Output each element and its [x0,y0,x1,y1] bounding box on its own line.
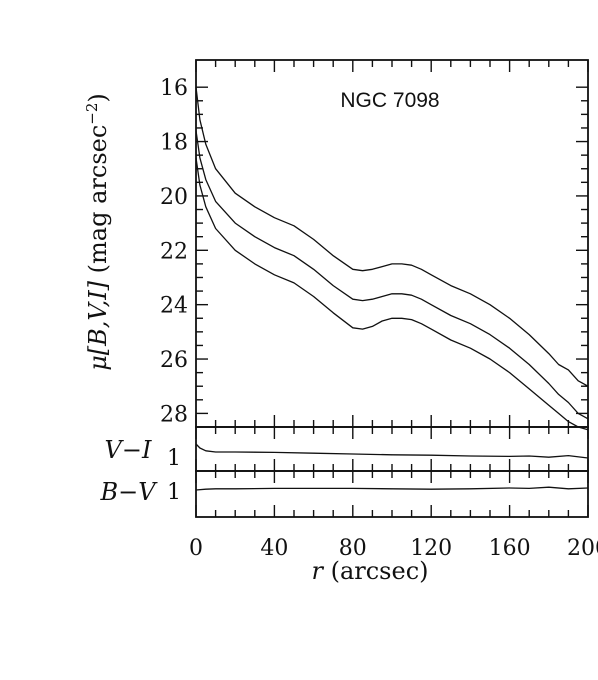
surface-brightness-series-line-3 [195,157,589,431]
y-tick-label: 22 [160,239,188,264]
y-tick-label: 28 [160,402,188,427]
x-axis-symbol: r [311,557,324,585]
main-y-axis-close: ) [84,93,112,102]
x-axis-label: r (arcsec) [311,557,428,585]
vi-panel-label: V−I [105,436,152,464]
surface-brightness-series-line-1 [195,87,589,387]
x-tick-label: 160 [489,536,531,561]
surface-brightness-panel: 16 18 20 22 24 26 28 [160,59,589,431]
surface-brightness-series-line-2 [195,130,589,420]
vi-y-tick-label: 1 [167,446,181,471]
main-y-axis-unit: (mag arcsec [84,125,112,274]
x-tick-label: 80 [339,536,367,561]
x-tick-label: 200 [567,536,598,561]
y-tick-label: 20 [160,185,188,210]
bv-color-series-line [195,486,589,491]
x-tick-label: 0 [189,536,203,561]
main-y-axis-label: μ[B,V,I] (mag arcsec−2) [83,93,112,371]
y-tick-label: 18 [160,131,188,156]
x-tick-label: 40 [260,536,288,561]
bv-panel-label: B−V [99,478,158,506]
x-tick-label: 120 [410,536,452,561]
b-minus-v-panel: B−V 1 [99,470,589,518]
bv-y-tick-label: 1 [167,480,181,505]
x-axis-unit: (arcsec) [331,557,429,585]
v-minus-i-panel: V−I 1 [105,426,589,472]
y-tick-label: 26 [160,348,188,373]
main-y-axis-exponent: −2 [83,103,101,125]
main-y-axis-symbol: μ[B,V,I] [84,280,112,370]
y-tick-label: 16 [160,76,188,101]
vi-color-series-line [195,443,589,459]
main-panel-frame [195,59,589,428]
chart-title: NGC 7098 [340,89,439,112]
y-tick-label: 24 [160,294,188,319]
